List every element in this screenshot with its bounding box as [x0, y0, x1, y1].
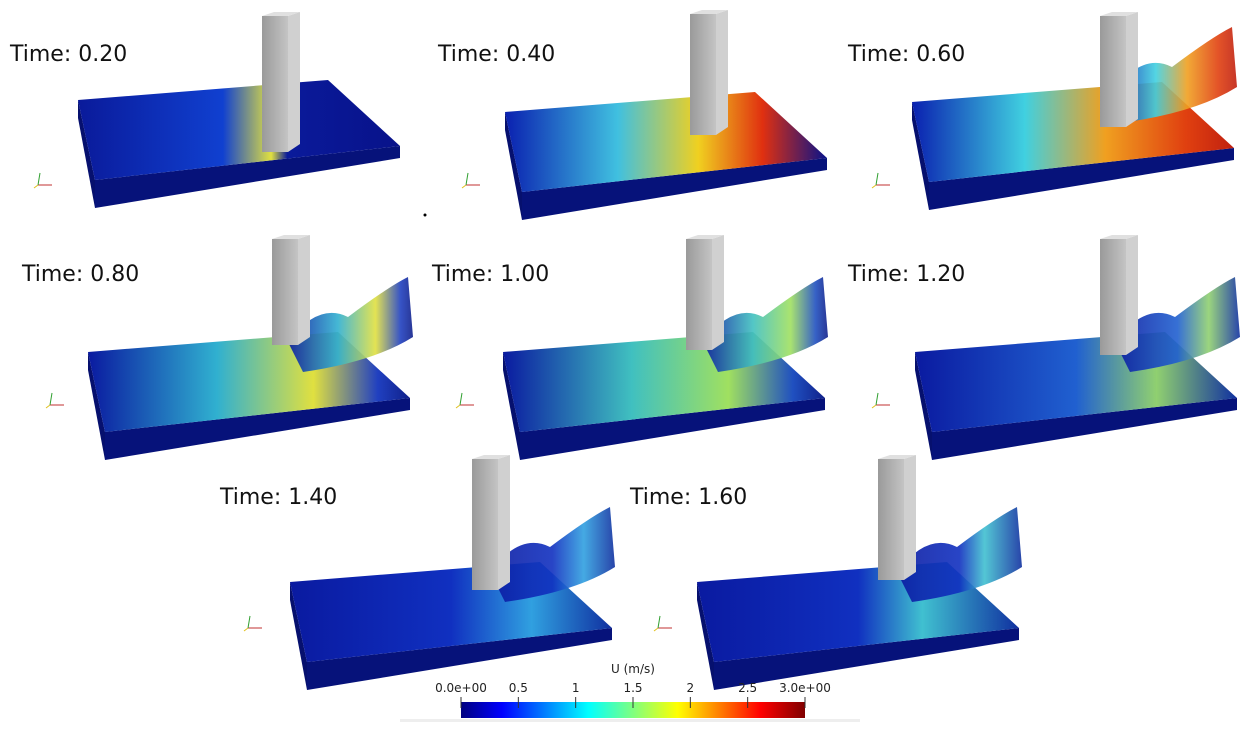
pillar [472, 459, 498, 590]
panel: Time: 0.80 [21, 235, 413, 460]
pillar-side [712, 235, 724, 350]
colorbar-shadow [400, 719, 860, 722]
axis-y [466, 173, 468, 185]
axis-y [876, 393, 878, 405]
axis-z [456, 405, 460, 408]
panel: Time: 0.40 [437, 10, 827, 220]
axis-y [460, 393, 462, 405]
panel: Time: 0.20 [9, 12, 400, 208]
colorbar-tick-label: 3.0e+00 [779, 681, 831, 695]
pillar-side [1126, 235, 1138, 355]
axis-z [46, 405, 50, 408]
pillar-side [288, 12, 300, 152]
pillar-side [498, 455, 510, 590]
axis-y [248, 616, 250, 628]
panel: Time: 0.60 [847, 12, 1237, 210]
pillar [272, 239, 298, 345]
axis-z [244, 628, 248, 631]
panel: Time: 1.60 [629, 455, 1022, 690]
panel: Time: 1.00 [431, 235, 828, 460]
pillar-side [904, 455, 916, 580]
colorbar-tick-label: 2.5 [738, 681, 757, 695]
axis-z [872, 185, 876, 188]
colorbar-title: U (m/s) [611, 662, 655, 676]
axis-y [876, 173, 878, 185]
pillar [262, 16, 288, 152]
axis-z [462, 185, 466, 188]
time-label: Time: 1.00 [431, 262, 549, 287]
panel: Time: 1.20 [847, 235, 1240, 460]
time-label: Time: 0.80 [21, 262, 139, 287]
axis-z [872, 405, 876, 408]
colorbar-tick-label: 1 [572, 681, 580, 695]
colorbar-tick-label: 2 [687, 681, 695, 695]
pillar-side [716, 10, 728, 135]
axis-y [50, 393, 52, 405]
axis-z [34, 185, 38, 188]
pillar-side [298, 235, 310, 345]
time-label: Time: 0.40 [437, 42, 555, 67]
time-label: Time: 0.20 [9, 42, 127, 67]
figure: Time: 0.20 Time: 0.40 Time: 0.60 Time: 0.80… [0, 0, 1243, 750]
stray-dot [424, 214, 427, 217]
time-label: Time: 0.60 [847, 42, 965, 67]
time-label: Time: 1.60 [629, 485, 747, 510]
axis-z [654, 628, 658, 631]
pillar [1100, 16, 1126, 127]
axis-y [38, 173, 40, 185]
colorbar-tick-label: 1.5 [623, 681, 642, 695]
panels: Time: 0.20 Time: 0.40 Time: 0.60 Time: 0.80… [9, 10, 1240, 690]
colorbar-tick-label: 0.5 [509, 681, 528, 695]
colorbar-tick-label: 0.0e+00 [435, 681, 487, 695]
pillar [1100, 239, 1126, 355]
pillar [686, 239, 712, 350]
pillar [690, 14, 716, 135]
time-label: Time: 1.40 [219, 485, 337, 510]
pillar-side [1126, 12, 1138, 127]
axis-y [658, 616, 660, 628]
time-label: Time: 1.20 [847, 262, 965, 287]
pillar [878, 459, 904, 580]
panel: Time: 1.40 [219, 455, 615, 690]
